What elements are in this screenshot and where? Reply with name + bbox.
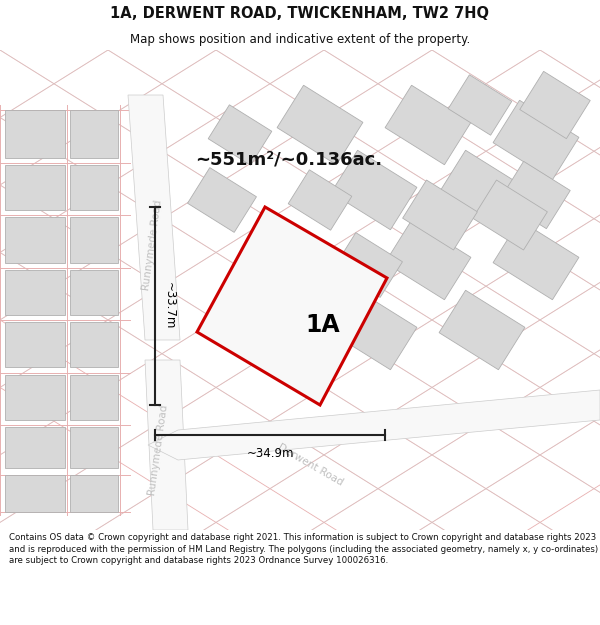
Polygon shape bbox=[70, 217, 118, 263]
Text: Derwent Road: Derwent Road bbox=[275, 442, 344, 488]
Polygon shape bbox=[493, 100, 579, 180]
Text: 1A, DERWENT ROAD, TWICKENHAM, TW2 7HQ: 1A, DERWENT ROAD, TWICKENHAM, TW2 7HQ bbox=[110, 6, 490, 21]
Polygon shape bbox=[493, 220, 579, 300]
Polygon shape bbox=[197, 207, 387, 405]
Polygon shape bbox=[70, 427, 118, 468]
Polygon shape bbox=[331, 150, 417, 230]
Polygon shape bbox=[70, 110, 118, 158]
Polygon shape bbox=[70, 165, 118, 210]
Polygon shape bbox=[128, 95, 180, 340]
Polygon shape bbox=[520, 71, 590, 139]
Polygon shape bbox=[0, 50, 600, 530]
Polygon shape bbox=[5, 165, 65, 210]
Text: 1A: 1A bbox=[305, 314, 340, 338]
Text: Runnymede Road: Runnymede Road bbox=[140, 199, 163, 291]
Polygon shape bbox=[277, 85, 363, 165]
Polygon shape bbox=[148, 390, 600, 460]
Polygon shape bbox=[70, 270, 118, 315]
Polygon shape bbox=[288, 170, 352, 230]
Polygon shape bbox=[188, 168, 256, 232]
Text: Contains OS data © Crown copyright and database right 2021. This information is : Contains OS data © Crown copyright and d… bbox=[9, 533, 598, 566]
Polygon shape bbox=[439, 290, 525, 370]
Polygon shape bbox=[448, 75, 512, 135]
Polygon shape bbox=[500, 161, 570, 229]
Polygon shape bbox=[5, 270, 65, 315]
Polygon shape bbox=[5, 427, 65, 468]
Polygon shape bbox=[5, 475, 65, 512]
Polygon shape bbox=[70, 375, 118, 420]
Polygon shape bbox=[473, 180, 547, 250]
Polygon shape bbox=[403, 180, 478, 250]
Polygon shape bbox=[385, 220, 471, 300]
Text: Map shows position and indicative extent of the property.: Map shows position and indicative extent… bbox=[130, 32, 470, 46]
Text: ~34.9m: ~34.9m bbox=[246, 447, 294, 460]
Polygon shape bbox=[331, 290, 417, 370]
Polygon shape bbox=[145, 360, 188, 530]
Polygon shape bbox=[262, 232, 331, 298]
Polygon shape bbox=[5, 110, 65, 158]
Polygon shape bbox=[334, 232, 403, 298]
Polygon shape bbox=[5, 322, 65, 367]
Polygon shape bbox=[5, 375, 65, 420]
Polygon shape bbox=[208, 105, 272, 165]
Polygon shape bbox=[385, 85, 471, 165]
Text: ~33.7m: ~33.7m bbox=[163, 282, 176, 330]
Polygon shape bbox=[439, 150, 525, 230]
Polygon shape bbox=[70, 322, 118, 367]
Text: ~551m²/~0.136ac.: ~551m²/~0.136ac. bbox=[195, 151, 382, 169]
Polygon shape bbox=[5, 217, 65, 263]
Text: Runnymede Road: Runnymede Road bbox=[146, 404, 169, 496]
Polygon shape bbox=[70, 475, 118, 512]
